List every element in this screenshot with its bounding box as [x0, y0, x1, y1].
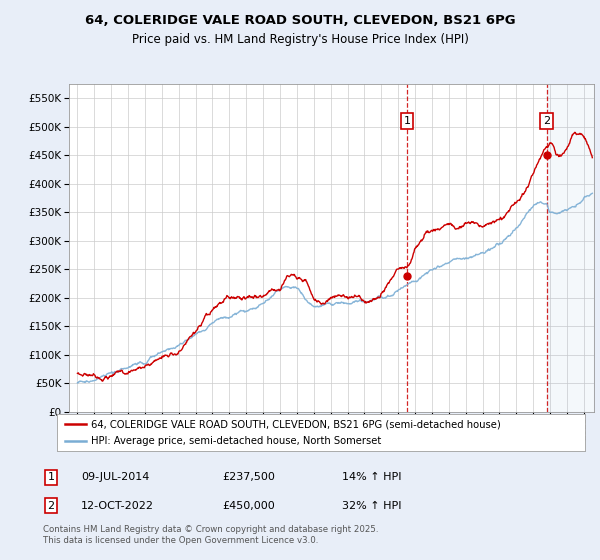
Text: Price paid vs. HM Land Registry's House Price Index (HPI): Price paid vs. HM Land Registry's House …	[131, 32, 469, 46]
Text: 64, COLERIDGE VALE ROAD SOUTH, CLEVEDON, BS21 6PG (semi-detached house): 64, COLERIDGE VALE ROAD SOUTH, CLEVEDON,…	[91, 419, 501, 429]
Text: £237,500: £237,500	[222, 472, 275, 482]
Text: HPI: Average price, semi-detached house, North Somerset: HPI: Average price, semi-detached house,…	[91, 436, 382, 446]
Text: £450,000: £450,000	[222, 501, 275, 511]
Text: 1: 1	[47, 472, 55, 482]
Bar	[547, 84, 594, 412]
Text: 14% ↑ HPI: 14% ↑ HPI	[342, 472, 401, 482]
Text: 1: 1	[403, 116, 410, 126]
Text: 32% ↑ HPI: 32% ↑ HPI	[342, 501, 401, 511]
Text: 12-OCT-2022: 12-OCT-2022	[81, 501, 154, 511]
Text: 2: 2	[47, 501, 55, 511]
Text: 64, COLERIDGE VALE ROAD SOUTH, CLEVEDON, BS21 6PG: 64, COLERIDGE VALE ROAD SOUTH, CLEVEDON,…	[85, 14, 515, 27]
Text: 09-JUL-2014: 09-JUL-2014	[81, 472, 149, 482]
Text: 2: 2	[543, 116, 550, 126]
Text: Contains HM Land Registry data © Crown copyright and database right 2025.
This d: Contains HM Land Registry data © Crown c…	[43, 525, 379, 545]
